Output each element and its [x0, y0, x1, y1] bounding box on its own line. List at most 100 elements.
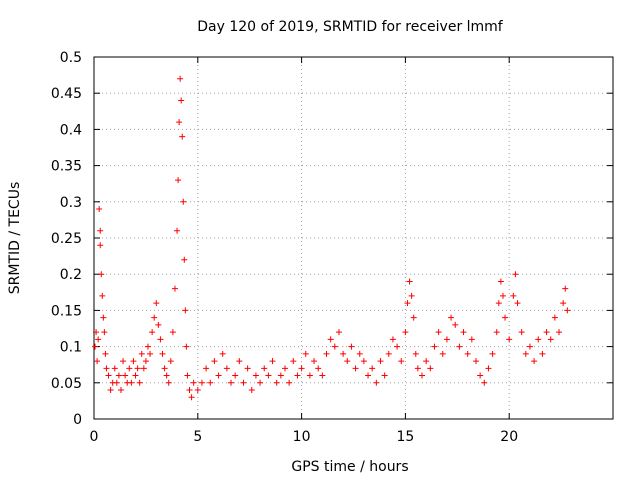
y-tick-label: 0.15 [51, 303, 82, 319]
y-tick-label: 0.35 [51, 159, 82, 175]
data-point [360, 358, 367, 365]
data-point [269, 358, 276, 365]
data-point [410, 314, 417, 321]
data-point [510, 292, 517, 299]
data-point [302, 350, 309, 357]
data-point [290, 358, 297, 365]
data-point [506, 336, 513, 343]
data-point [194, 387, 201, 394]
data-point [439, 350, 446, 357]
chart-title: Day 120 of 2019, SRMTID for receiver lmm… [197, 19, 504, 35]
data-point [161, 365, 168, 372]
data-point [130, 358, 137, 365]
data-point [518, 329, 525, 336]
data-point [306, 372, 313, 379]
data-point [327, 336, 334, 343]
data-point [157, 336, 164, 343]
data-point [481, 379, 488, 386]
data-point [443, 336, 450, 343]
data-point [414, 365, 421, 372]
y-tick-label: 0 [73, 412, 82, 428]
data-point [452, 321, 459, 328]
data-point [97, 227, 104, 234]
data-point [311, 358, 318, 365]
data-point [223, 365, 230, 372]
data-point [240, 379, 247, 386]
data-point [408, 292, 415, 299]
data-point [261, 365, 268, 372]
data-point [344, 358, 351, 365]
data-point [175, 177, 182, 184]
data-point [402, 329, 409, 336]
data-point [468, 336, 475, 343]
data-point [273, 379, 280, 386]
data-point [96, 206, 103, 213]
data-point [497, 278, 504, 285]
data-point [184, 372, 191, 379]
data-point [535, 336, 542, 343]
data-point [169, 329, 176, 336]
data-point [103, 365, 110, 372]
y-tick-label: 0.1 [60, 340, 82, 356]
data-point [211, 358, 218, 365]
data-point [138, 350, 145, 357]
data-point [562, 285, 569, 292]
data-point [151, 314, 158, 321]
data-point [365, 372, 372, 379]
data-point [252, 372, 259, 379]
data-point [277, 372, 284, 379]
data-point [178, 97, 185, 104]
data-point [126, 365, 133, 372]
data-point [340, 350, 347, 357]
data-point [489, 350, 496, 357]
data-point [159, 350, 166, 357]
data-point [389, 336, 396, 343]
y-tick-label: 0.45 [51, 86, 82, 102]
data-point [526, 343, 533, 350]
data-point [140, 365, 147, 372]
data-point [298, 365, 305, 372]
y-tick-label: 0.4 [60, 122, 82, 138]
data-point [356, 350, 363, 357]
data-point [323, 350, 330, 357]
data-point [419, 372, 426, 379]
data-point [456, 343, 463, 350]
data-point [132, 372, 139, 379]
data-point [286, 379, 293, 386]
data-point [560, 300, 567, 307]
data-point [493, 329, 500, 336]
data-point [543, 329, 550, 336]
data-point [147, 350, 154, 357]
y-tick-label: 0.25 [51, 231, 82, 247]
data-point [92, 343, 99, 350]
data-point [377, 358, 384, 365]
data-point [174, 227, 181, 234]
data-point [198, 379, 205, 386]
data-point [153, 300, 160, 307]
data-point [485, 365, 492, 372]
y-tick-label: 0.3 [60, 195, 82, 211]
data-point [176, 119, 183, 126]
data-point [101, 329, 108, 336]
y-axis-label: SRMTID / TECUs [7, 182, 23, 295]
data-point [385, 350, 392, 357]
data-point [122, 372, 129, 379]
data-point [315, 365, 322, 372]
data-point [144, 343, 151, 350]
data-point [155, 321, 162, 328]
data-point [547, 336, 554, 343]
x-axis-label: GPS time / hours [291, 459, 408, 475]
data-point [163, 372, 170, 379]
data-point [99, 292, 106, 299]
data-point [257, 379, 264, 386]
data-point [435, 329, 442, 336]
data-point [94, 358, 101, 365]
data-point [499, 292, 506, 299]
data-point [522, 350, 529, 357]
data-point [177, 75, 184, 82]
data-point [128, 379, 135, 386]
data-point [171, 285, 178, 292]
x-tick-label: 10 [293, 429, 311, 445]
x-tick-label: 0 [90, 429, 99, 445]
